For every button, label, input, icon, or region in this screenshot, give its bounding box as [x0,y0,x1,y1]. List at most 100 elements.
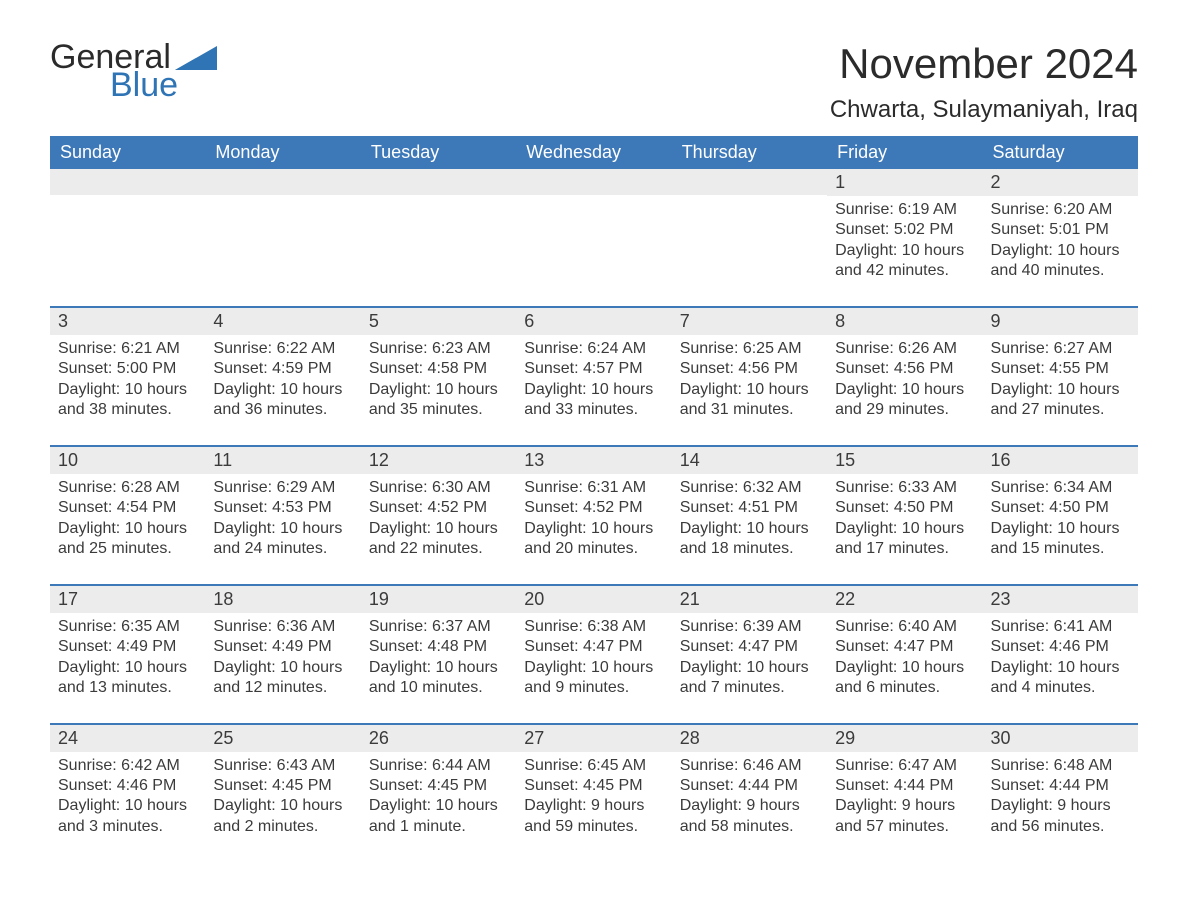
daylight-text: Daylight: 10 hours and 17 minutes. [835,519,974,560]
daylight-text: Daylight: 10 hours and 20 minutes. [524,519,663,560]
day-details: Sunrise: 6:42 AMSunset: 4:46 PMDaylight:… [50,752,205,862]
calendar-cell [205,169,360,306]
day-header-tuesday: Tuesday [361,136,516,169]
week-row: 24Sunrise: 6:42 AMSunset: 4:46 PMDayligh… [50,723,1138,862]
sunrise-text: Sunrise: 6:47 AM [835,756,974,776]
sunrise-text: Sunrise: 6:25 AM [680,339,819,359]
date-number: 4 [205,306,360,335]
week-row: 1Sunrise: 6:19 AMSunset: 5:02 PMDaylight… [50,169,1138,306]
sunrise-text: Sunrise: 6:31 AM [524,478,663,498]
header: General Blue November 2024 Chwarta, Sula… [50,40,1138,124]
calendar-cell: 15Sunrise: 6:33 AMSunset: 4:50 PMDayligh… [827,445,982,584]
sunset-text: Sunset: 4:59 PM [213,359,352,379]
calendar-cell: 22Sunrise: 6:40 AMSunset: 4:47 PMDayligh… [827,584,982,723]
sunset-text: Sunset: 4:44 PM [835,776,974,796]
daylight-text: Daylight: 10 hours and 4 minutes. [991,658,1130,699]
sunrise-text: Sunrise: 6:48 AM [991,756,1130,776]
day-header-friday: Friday [827,136,982,169]
date-number: 27 [516,723,671,752]
date-number: 12 [361,445,516,474]
calendar-cell: 13Sunrise: 6:31 AMSunset: 4:52 PMDayligh… [516,445,671,584]
calendar-cell: 3Sunrise: 6:21 AMSunset: 5:00 PMDaylight… [50,306,205,445]
sunset-text: Sunset: 5:00 PM [58,359,197,379]
day-details: Sunrise: 6:20 AMSunset: 5:01 PMDaylight:… [983,196,1138,306]
sunset-text: Sunset: 4:54 PM [58,498,197,518]
sunset-text: Sunset: 4:56 PM [835,359,974,379]
empty-date-bar [672,169,827,195]
date-number: 16 [983,445,1138,474]
sunrise-text: Sunrise: 6:41 AM [991,617,1130,637]
day-details: Sunrise: 6:39 AMSunset: 4:47 PMDaylight:… [672,613,827,723]
day-details: Sunrise: 6:41 AMSunset: 4:46 PMDaylight:… [983,613,1138,723]
day-details: Sunrise: 6:44 AMSunset: 4:45 PMDaylight:… [361,752,516,862]
daylight-text: Daylight: 10 hours and 10 minutes. [369,658,508,699]
daylight-text: Daylight: 9 hours and 59 minutes. [524,796,663,837]
sunset-text: Sunset: 4:55 PM [991,359,1130,379]
date-number: 28 [672,723,827,752]
sunset-text: Sunset: 4:45 PM [213,776,352,796]
calendar-cell: 5Sunrise: 6:23 AMSunset: 4:58 PMDaylight… [361,306,516,445]
sunset-text: Sunset: 4:48 PM [369,637,508,657]
sunrise-text: Sunrise: 6:24 AM [524,339,663,359]
sunrise-text: Sunrise: 6:32 AM [680,478,819,498]
daylight-text: Daylight: 10 hours and 9 minutes. [524,658,663,699]
sunset-text: Sunset: 4:45 PM [369,776,508,796]
date-number: 17 [50,584,205,613]
date-number: 19 [361,584,516,613]
day-details: Sunrise: 6:25 AMSunset: 4:56 PMDaylight:… [672,335,827,445]
daylight-text: Daylight: 9 hours and 57 minutes. [835,796,974,837]
daylight-text: Daylight: 10 hours and 22 minutes. [369,519,508,560]
empty-details [516,195,671,305]
daylight-text: Daylight: 10 hours and 31 minutes. [680,380,819,421]
sunrise-text: Sunrise: 6:22 AM [213,339,352,359]
date-number: 18 [205,584,360,613]
day-details: Sunrise: 6:34 AMSunset: 4:50 PMDaylight:… [983,474,1138,584]
daylight-text: Daylight: 10 hours and 1 minute. [369,796,508,837]
date-number: 21 [672,584,827,613]
sunset-text: Sunset: 4:44 PM [680,776,819,796]
title-block: November 2024 Chwarta, Sulaymaniyah, Ira… [830,40,1138,124]
sunset-text: Sunset: 4:47 PM [680,637,819,657]
day-details: Sunrise: 6:21 AMSunset: 5:00 PMDaylight:… [50,335,205,445]
week-row: 3Sunrise: 6:21 AMSunset: 5:00 PMDaylight… [50,306,1138,445]
date-number: 29 [827,723,982,752]
day-header-thursday: Thursday [672,136,827,169]
sunrise-text: Sunrise: 6:42 AM [58,756,197,776]
empty-date-bar [50,169,205,195]
day-details: Sunrise: 6:28 AMSunset: 4:54 PMDaylight:… [50,474,205,584]
empty-date-bar [361,169,516,195]
day-header-sunday: Sunday [50,136,205,169]
sunrise-text: Sunrise: 6:27 AM [991,339,1130,359]
daylight-text: Daylight: 10 hours and 7 minutes. [680,658,819,699]
day-details: Sunrise: 6:45 AMSunset: 4:45 PMDaylight:… [516,752,671,862]
date-number: 30 [983,723,1138,752]
daylight-text: Daylight: 10 hours and 2 minutes. [213,796,352,837]
sunrise-text: Sunrise: 6:19 AM [835,200,974,220]
day-details: Sunrise: 6:43 AMSunset: 4:45 PMDaylight:… [205,752,360,862]
sunrise-text: Sunrise: 6:23 AM [369,339,508,359]
day-details: Sunrise: 6:40 AMSunset: 4:47 PMDaylight:… [827,613,982,723]
daylight-text: Daylight: 10 hours and 25 minutes. [58,519,197,560]
sunset-text: Sunset: 4:57 PM [524,359,663,379]
date-number: 10 [50,445,205,474]
sunset-text: Sunset: 4:52 PM [369,498,508,518]
sunset-text: Sunset: 5:02 PM [835,220,974,240]
brand-logo: General Blue [50,40,217,102]
sunrise-text: Sunrise: 6:29 AM [213,478,352,498]
calendar-cell: 20Sunrise: 6:38 AMSunset: 4:47 PMDayligh… [516,584,671,723]
calendar-cell: 1Sunrise: 6:19 AMSunset: 5:02 PMDaylight… [827,169,982,306]
empty-details [50,195,205,305]
date-number: 13 [516,445,671,474]
calendar-cell: 19Sunrise: 6:37 AMSunset: 4:48 PMDayligh… [361,584,516,723]
calendar-cell: 23Sunrise: 6:41 AMSunset: 4:46 PMDayligh… [983,584,1138,723]
day-details: Sunrise: 6:48 AMSunset: 4:44 PMDaylight:… [983,752,1138,862]
calendar-cell: 16Sunrise: 6:34 AMSunset: 4:50 PMDayligh… [983,445,1138,584]
day-details: Sunrise: 6:31 AMSunset: 4:52 PMDaylight:… [516,474,671,584]
sunset-text: Sunset: 4:51 PM [680,498,819,518]
sunrise-text: Sunrise: 6:20 AM [991,200,1130,220]
day-details: Sunrise: 6:35 AMSunset: 4:49 PMDaylight:… [50,613,205,723]
calendar-cell: 9Sunrise: 6:27 AMSunset: 4:55 PMDaylight… [983,306,1138,445]
calendar-cell: 18Sunrise: 6:36 AMSunset: 4:49 PMDayligh… [205,584,360,723]
sunset-text: Sunset: 4:49 PM [58,637,197,657]
calendar-cell: 4Sunrise: 6:22 AMSunset: 4:59 PMDaylight… [205,306,360,445]
